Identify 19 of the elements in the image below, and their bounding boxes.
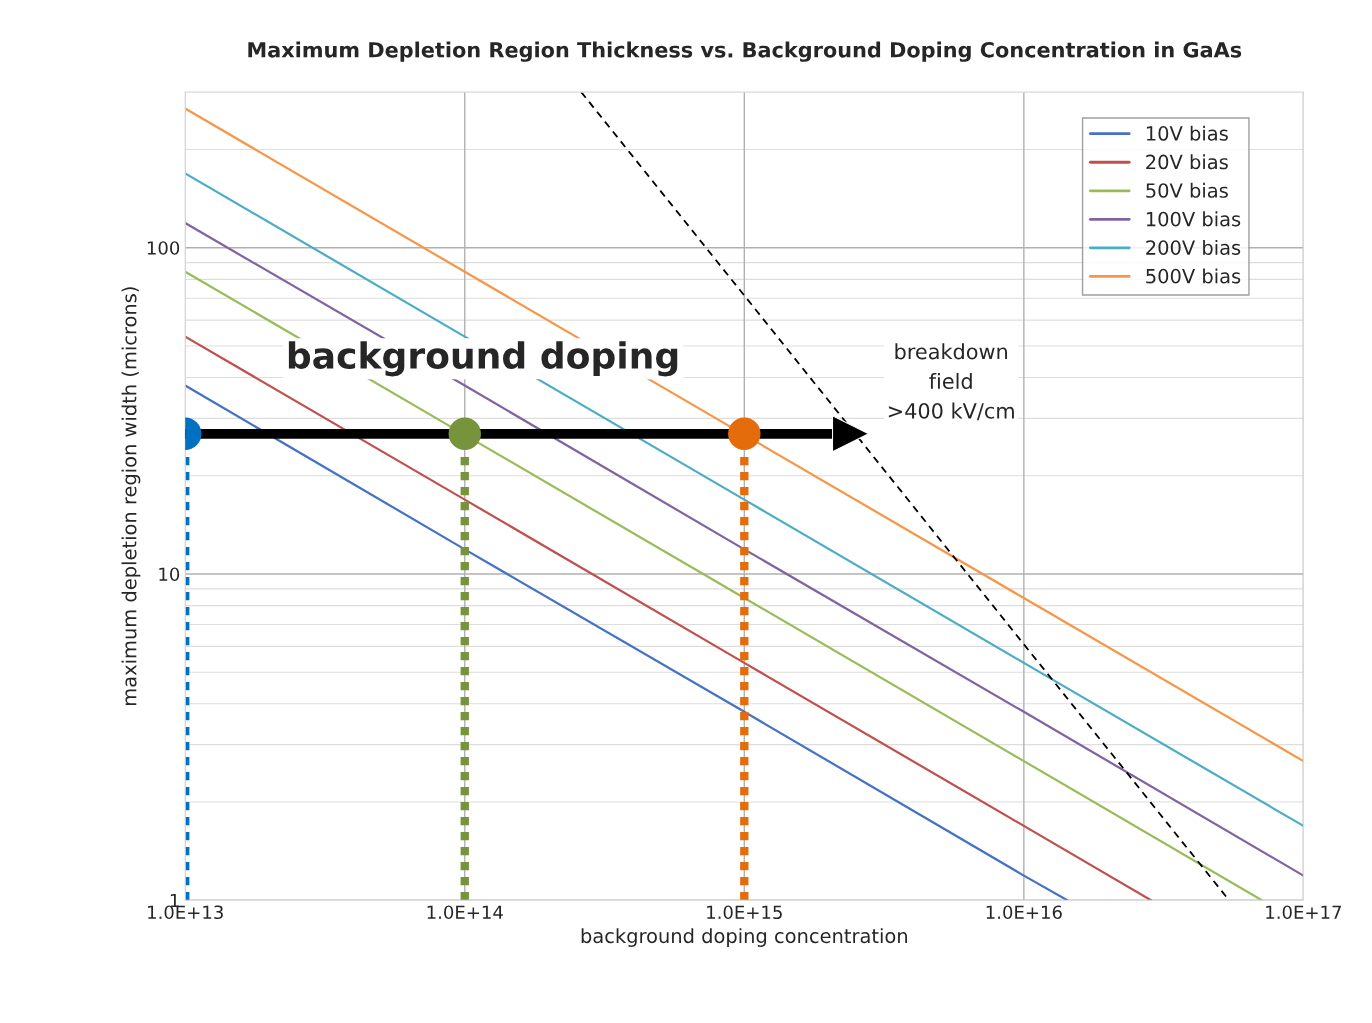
chart-title: Maximum Depletion Region Thickness vs. Background Doping Concentration in GaAs [248, 41, 1242, 62]
legend-label: 10V bias [1146, 125, 1228, 141]
legend-label: 100V bias [1146, 211, 1241, 227]
x-tick-label: 1.0E+16 [986, 905, 1062, 920]
line-series [185, 107, 1304, 763]
x-tick-label: 1.0E+17 [1266, 905, 1341, 920]
x-tick-label: 1.0E+14 [427, 905, 503, 920]
legend-label: 20V bias [1146, 154, 1228, 170]
annotation: breakdown field >400 kV/cm [888, 343, 1014, 421]
y-tick-label: 10 [159, 567, 180, 582]
y-tick-label: 100 [147, 241, 180, 255]
x-tick-label: 1.0E+15 [707, 905, 782, 920]
legend-label: 50V bias [1146, 182, 1228, 198]
x-axis-title: background doping concentration [581, 928, 907, 947]
x-tick-label: 1.0E+13 [148, 905, 223, 920]
y-axis-title: maximum depletion region width (microns) [121, 287, 141, 705]
legend-label: 500V bias [1146, 268, 1241, 284]
legend-label: 200V bias [1146, 239, 1241, 255]
annotation: background doping [288, 341, 678, 377]
